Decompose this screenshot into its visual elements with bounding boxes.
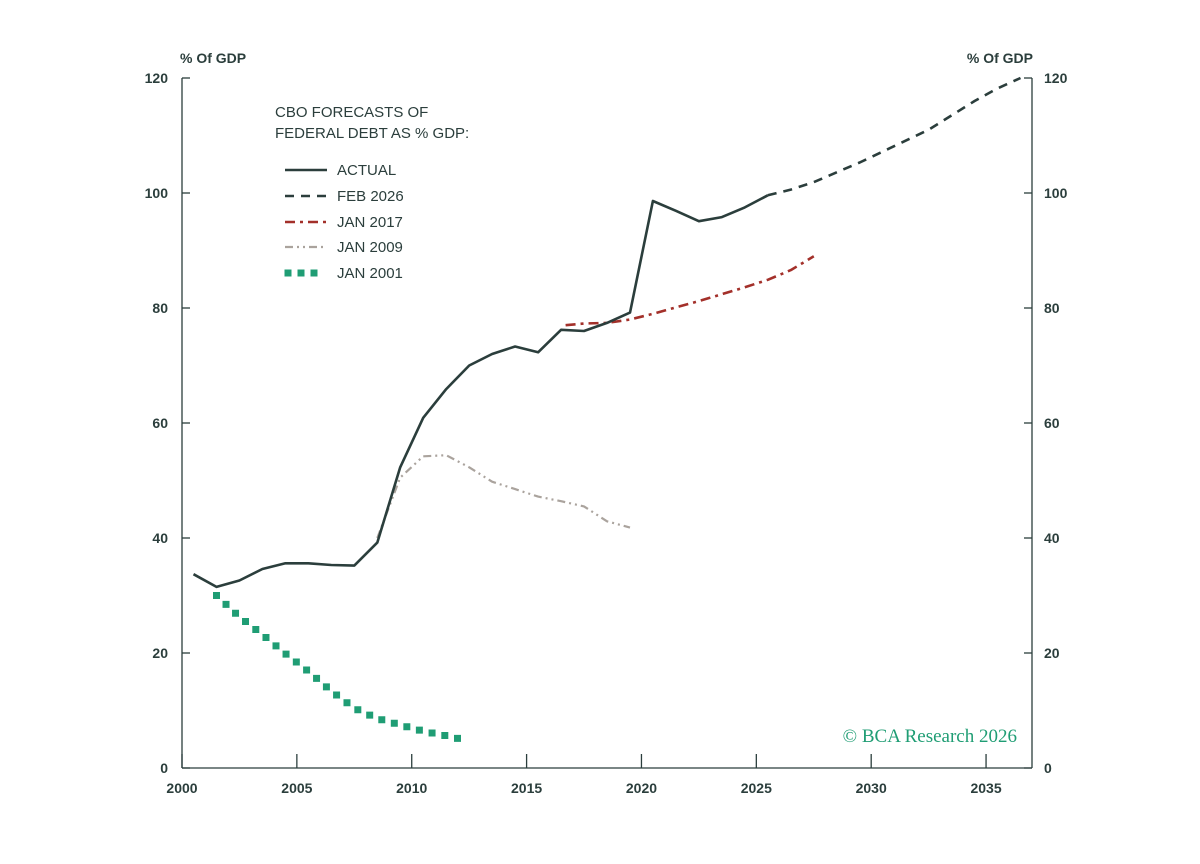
series-line-actual <box>192 194 769 589</box>
y-tick-label-right-100: 100 <box>1044 185 1068 201</box>
legend: CBO FORECASTS OF FEDERAL DEBT AS % GDP: … <box>275 104 469 282</box>
x-tick-label-2020: 2020 <box>626 780 657 796</box>
y-tick-label-right-0: 0 <box>1044 760 1052 776</box>
legend-title-line-1: CBO FORECASTS OF <box>275 104 428 121</box>
y-tick-label-right-60: 60 <box>1044 415 1060 431</box>
legend-label-jan-2009: JAN 2009 <box>337 239 403 256</box>
legend-label-feb-2026: FEB 2026 <box>337 188 404 205</box>
x-tick-label-2035: 2035 <box>970 780 1001 796</box>
y-tick-label-left-40: 40 <box>152 530 168 546</box>
credit-text: © BCA Research 2026 <box>843 726 1017 747</box>
series-lines <box>192 76 1022 746</box>
y-tick-label-left-120: 120 <box>145 70 169 86</box>
legend-label-actual: ACTUAL <box>337 162 396 179</box>
x-tick-label-2010: 2010 <box>396 780 427 796</box>
x-tick-label-2000: 2000 <box>166 780 197 796</box>
x-tick-label-2015: 2015 <box>511 780 542 796</box>
y-tick-label-left-80: 80 <box>152 300 168 316</box>
legend-label-jan-2017: JAN 2017 <box>337 214 403 231</box>
series-line-jan-2009 <box>376 454 631 539</box>
x-tick-label-2030: 2030 <box>856 780 887 796</box>
y-tick-label-left-100: 100 <box>145 185 169 201</box>
y-tick-label-right-20: 20 <box>1044 645 1060 661</box>
left-axis-unit-label: % Of GDP <box>180 50 246 66</box>
right-axis-unit-label: % Of GDP <box>967 50 1033 66</box>
series-line-feb-2026 <box>767 76 1022 197</box>
y-tick-label-left-60: 60 <box>152 415 168 431</box>
x-tick-label-2025: 2025 <box>741 780 772 796</box>
x-tick-label-2005: 2005 <box>281 780 312 796</box>
y-tick-label-right-80: 80 <box>1044 300 1060 316</box>
legend-title-line-2: FEDERAL DEBT AS % GDP: <box>275 125 469 142</box>
y-tick-label-right-120: 120 <box>1044 70 1068 86</box>
series-line-jan-2001 <box>211 590 474 746</box>
y-tick-label-left-20: 20 <box>152 645 168 661</box>
y-tick-label-left-0: 0 <box>160 760 168 776</box>
legend-label-jan-2001: JAN 2001 <box>337 265 403 282</box>
y-tick-label-right-40: 40 <box>1044 530 1060 546</box>
series-line-jan-2017 <box>565 255 815 327</box>
